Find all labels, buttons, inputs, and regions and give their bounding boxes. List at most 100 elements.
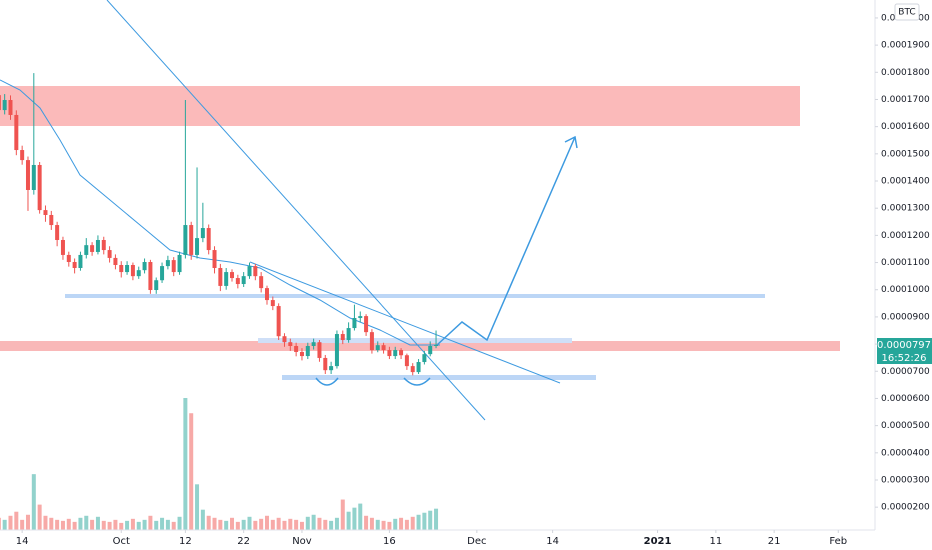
volume-bar — [334, 517, 339, 530]
candle-body — [340, 334, 345, 341]
volume-bar — [294, 519, 299, 530]
candle-body — [329, 366, 334, 371]
volume-bar — [37, 504, 42, 530]
volume-bar — [329, 520, 334, 530]
pink-band — [0, 341, 840, 351]
candle-body — [2, 100, 7, 111]
volume-bar — [90, 519, 95, 530]
volume-bar — [212, 517, 217, 530]
volume-bar — [230, 517, 235, 530]
candle-body — [410, 366, 415, 373]
volume-bar — [113, 519, 118, 530]
candle-body — [148, 262, 153, 291]
candle-body — [55, 225, 60, 240]
candle-body — [270, 300, 275, 307]
blue-zone — [65, 294, 765, 298]
candle-body — [381, 345, 386, 351]
candle-body — [224, 272, 229, 286]
candle-body — [241, 276, 246, 285]
volume-bar — [428, 510, 433, 530]
volume-bar — [55, 519, 60, 530]
y-tick-label: 0.0001000 — [881, 285, 930, 295]
x-tick-label: Feb — [829, 536, 847, 547]
volume-bar — [358, 503, 363, 530]
candle-body — [142, 262, 147, 271]
volume-bar — [165, 519, 170, 530]
candle-body — [247, 266, 252, 277]
candle-body — [8, 100, 13, 115]
zones — [0, 86, 840, 380]
volume-bar — [241, 519, 246, 530]
x-tick-label: 21 — [768, 536, 781, 547]
volume-bar — [25, 514, 30, 530]
y-axis: 0.00020000.00019000.00018000.00017000.00… — [875, 13, 930, 513]
bottom-arc — [315, 377, 339, 386]
candle-body — [358, 316, 363, 318]
candle-body — [434, 344, 439, 346]
volume-bar — [288, 518, 293, 530]
volume — [0, 398, 439, 530]
price-tag — [877, 338, 932, 351]
last-price: 0.0000797 — [877, 340, 931, 351]
candle-body — [364, 316, 369, 333]
candle-body — [218, 267, 223, 286]
bottom-arc — [403, 377, 431, 386]
candle-body — [101, 239, 106, 251]
volume-bar — [364, 515, 369, 530]
candle-body — [171, 260, 176, 273]
volume-bar — [393, 518, 398, 530]
candle-body — [14, 114, 19, 151]
volume-bar — [282, 520, 287, 530]
volume-bar — [200, 509, 205, 530]
candle-body — [288, 342, 293, 346]
volume-bar — [206, 515, 211, 530]
volume-bar — [317, 517, 322, 530]
candle-body — [25, 160, 30, 190]
candle-body — [422, 354, 427, 363]
candle-body — [78, 254, 83, 268]
blue-zone — [282, 375, 596, 380]
candle-body — [212, 250, 217, 268]
candle-body — [43, 210, 48, 215]
candle-body — [428, 345, 433, 355]
volume-bar — [264, 515, 269, 530]
volume-bar — [171, 521, 176, 530]
x-tick-label: 16 — [383, 536, 396, 547]
volume-bar — [381, 520, 386, 530]
y-tick-label: 0.0000500 — [881, 421, 930, 431]
y-tick-label: 0.0000600 — [881, 394, 930, 404]
currency: BTC — [898, 8, 915, 18]
volume-bar — [189, 413, 194, 530]
candle-body — [294, 345, 299, 352]
volume-bar — [434, 508, 439, 530]
volume-bar — [66, 518, 71, 530]
candle-body — [323, 357, 328, 371]
x-tick-label: 14 — [16, 536, 29, 547]
candle-body — [387, 350, 392, 357]
volume-bar — [311, 514, 316, 530]
candle-body — [95, 239, 100, 252]
candle-body — [346, 328, 351, 341]
x-tick-label: Oct — [113, 536, 130, 547]
volume-bar — [49, 517, 54, 530]
volume-bar — [142, 519, 147, 530]
volume-bar — [84, 515, 89, 530]
candle-body — [189, 225, 194, 255]
candle-body — [31, 164, 36, 190]
candle-body — [206, 228, 211, 251]
volume-bar — [160, 517, 165, 530]
volume-bar — [183, 398, 188, 530]
volume-bar — [130, 518, 135, 530]
x-tick-label: Nov — [292, 536, 312, 547]
trend-line — [106, 0, 486, 421]
volume-bar — [259, 518, 264, 530]
volume-bar — [369, 517, 374, 530]
x-axis: 14 Oct 12 22 Nov 16 Dec 14 2021 11 21 Feb — [16, 530, 847, 547]
y-tick-label: 0.0000200 — [881, 503, 930, 513]
currency-box — [894, 3, 920, 21]
x-tick-label: Dec — [467, 536, 486, 547]
volume-bar — [276, 517, 281, 530]
countdown-tag — [877, 351, 932, 364]
volume-bar — [60, 520, 65, 530]
